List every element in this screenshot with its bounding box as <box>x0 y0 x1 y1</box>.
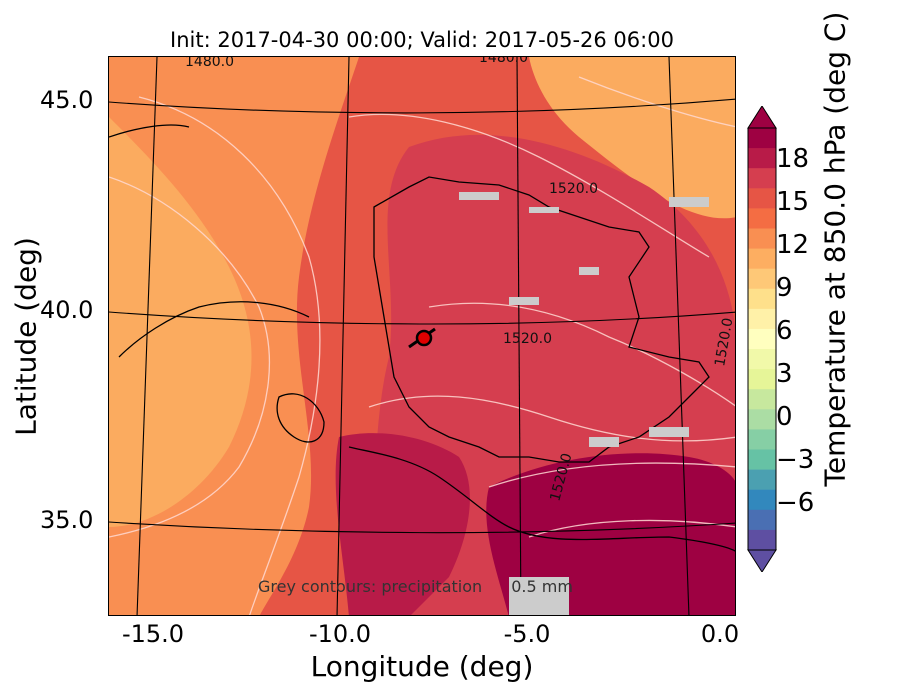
station-marker-icon[interactable] <box>408 327 436 349</box>
map-plot[interactable]: 1480.0 1480.0 1520.0 1520.0 1520.0 1520.… <box>108 56 736 616</box>
colorbar-band <box>748 449 776 471</box>
colorbar-bands <box>747 106 777 572</box>
contour-label: 1520.0 <box>712 317 736 368</box>
contour-label: 1520.0 <box>503 331 552 347</box>
colorbar <box>747 106 777 572</box>
colorbar-band <box>748 349 776 370</box>
map-title: Init: 2017-04-30 00:00; Valid: 2017-05-2… <box>170 28 674 52</box>
colorbar-band <box>748 489 776 511</box>
x-axis-label: Longitude (deg) <box>310 650 534 683</box>
colorbar-frame <box>747 127 777 551</box>
colorbar-tick: 9 <box>776 273 793 303</box>
colorbar-tick: 6 <box>776 316 793 346</box>
colorbar-band <box>748 369 776 390</box>
contour-label: 1480.0 <box>479 57 528 66</box>
x-tick-label: 0.0 <box>700 620 740 648</box>
field-hot-south <box>486 453 735 615</box>
colorbar-extend-min <box>747 549 777 572</box>
colorbar-tick: −6 <box>776 488 815 518</box>
x-tick-label: -5.0 <box>503 620 551 648</box>
contour-label: 1480.0 <box>185 57 234 70</box>
colorbar-tick: 18 <box>776 144 810 174</box>
colorbar-band <box>748 409 776 430</box>
x-tick-label: -10.0 <box>308 620 372 648</box>
field-cool-ne <box>529 57 735 219</box>
y-axis-label: Latitude (deg) <box>9 237 43 436</box>
isotherms <box>109 76 735 615</box>
footer-note-value: 0.5 mm <box>511 577 573 596</box>
colorbar-band <box>748 288 776 310</box>
colorbar-band <box>748 128 776 149</box>
colorbar-tick: 12 <box>776 230 810 260</box>
colorbar-tick: 15 <box>776 187 810 217</box>
colorbar-band <box>748 148 776 169</box>
coastlines <box>109 124 735 552</box>
y-tick-label: 40.0 <box>40 296 94 324</box>
colorbar-band <box>748 268 776 290</box>
colorbar-band <box>748 188 776 209</box>
footer-note-text: Grey contours: precipitation <box>258 577 483 596</box>
precipitation-patches <box>459 192 709 615</box>
colorbar-label: Temperature at 850.0 hPa (deg C) <box>818 11 852 487</box>
colorbar-tick: −3 <box>776 445 815 475</box>
temperature-map: 1480.0 1480.0 1520.0 1520.0 1520.0 1520.… <box>109 57 736 615</box>
colorbar-band <box>748 509 776 531</box>
colorbar-extend-max <box>747 106 777 129</box>
y-tick-label: 35.0 <box>40 506 94 534</box>
y-tick-label: 45.0 <box>40 86 94 114</box>
colorbar-band <box>748 228 776 250</box>
field-hot-sw <box>335 433 470 615</box>
colorbar-band <box>748 248 776 270</box>
colorbar-band <box>748 168 776 189</box>
field-coolest-west <box>109 117 252 527</box>
colorbar-band <box>748 529 776 551</box>
colorbar-tick: 0 <box>776 402 793 432</box>
x-tick-label: -15.0 <box>121 620 185 648</box>
colorbar-band <box>748 469 776 491</box>
colorbar-band <box>748 208 776 229</box>
colorbar-tick: 3 <box>776 359 793 389</box>
footer-note: Grey contours: precipitation 0.5 mm <box>258 577 573 596</box>
graticule <box>109 57 735 615</box>
colorbar-band <box>748 429 776 451</box>
colorbar-band <box>748 389 776 410</box>
colorbar-band <box>748 328 776 350</box>
colorbar-band <box>748 308 776 330</box>
contour-label: 1520.0 <box>549 181 598 197</box>
